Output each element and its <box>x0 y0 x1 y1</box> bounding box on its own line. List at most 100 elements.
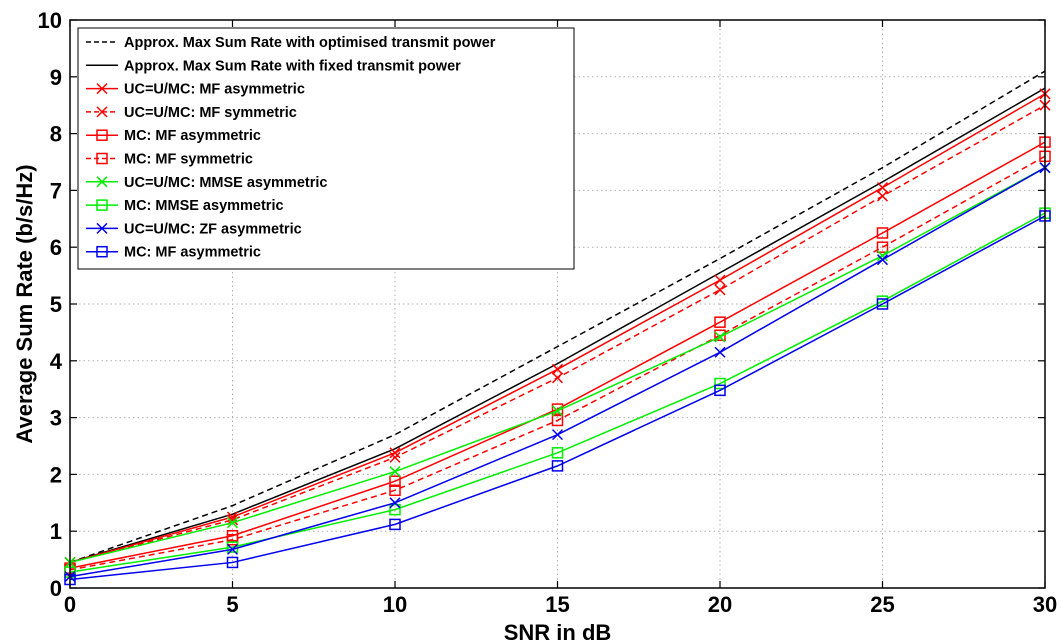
marker-stroke <box>714 284 726 296</box>
data-point <box>876 250 889 262</box>
legend-item: MC: MF asymmetric <box>86 245 261 261</box>
data-point <box>876 241 889 253</box>
data-point <box>876 227 889 239</box>
marker-stroke <box>96 222 108 234</box>
legend-marker <box>96 176 108 188</box>
legend-item: UC=U/MC: MF asymmetric <box>86 82 305 98</box>
y-tick-label: 6 <box>50 235 62 260</box>
data-point <box>714 316 726 328</box>
legend-label: Approx. Max Sum Rate with fixed transmit… <box>124 58 461 74</box>
marker-stroke <box>226 517 239 529</box>
data-point <box>876 298 889 310</box>
x-tick-label: 5 <box>226 592 238 617</box>
data-point <box>389 497 401 509</box>
x-axis-label: SNR in dB <box>504 620 612 643</box>
data-point <box>226 533 239 546</box>
legend-label: MC: MF symmetric <box>124 152 253 168</box>
series-line <box>69 87 1046 564</box>
series-1 <box>69 87 1046 564</box>
x-tick-label: 20 <box>708 592 732 617</box>
marker-stroke <box>876 190 889 202</box>
legend-label: MC: MF asymmetric <box>124 245 261 261</box>
data-point <box>389 484 401 497</box>
legend-marker <box>96 222 108 234</box>
series-line <box>69 215 1046 581</box>
data-point <box>226 517 239 529</box>
marker-stroke <box>551 405 564 417</box>
data-point <box>551 460 564 472</box>
marker-stroke <box>389 497 401 509</box>
data-point <box>714 377 726 390</box>
legend-label: UC=U/MC: ZF asymmetric <box>124 221 302 237</box>
series-0 <box>69 70 1046 564</box>
marker-stroke <box>389 451 401 463</box>
data-point <box>389 451 401 463</box>
series-line <box>69 141 1046 569</box>
data-point <box>389 518 401 531</box>
data-point <box>389 466 401 478</box>
x-tick-label: 0 <box>64 592 76 617</box>
y-tick-label: 0 <box>50 576 62 601</box>
marker-stroke <box>551 363 564 375</box>
data-point <box>226 543 239 555</box>
legend-label: MC: MMSE asymmetric <box>124 198 284 214</box>
marker-stroke <box>714 346 726 358</box>
data-point <box>551 429 564 441</box>
marker-stroke <box>389 447 401 459</box>
data-point <box>551 363 564 375</box>
legend-marker <box>96 106 108 118</box>
x-tick-label: 25 <box>870 592 894 617</box>
marker-stroke <box>876 182 889 194</box>
legend-marker <box>96 152 108 165</box>
data-point <box>876 190 889 202</box>
legend: Approx. Max Sum Rate with optimised tran… <box>77 27 575 270</box>
series-2 <box>64 88 1051 568</box>
legend-item: UC=U/MC: MMSE asymmetric <box>86 175 327 191</box>
data-point <box>389 503 401 516</box>
legend-label: UC=U/MC: MF symmetric <box>124 105 297 121</box>
legend-marker <box>96 129 108 141</box>
y-tick-label: 3 <box>50 406 62 431</box>
legend-marker <box>96 199 108 211</box>
plot-area <box>64 70 1051 586</box>
legend-item: MC: MMSE asymmetric <box>86 198 284 214</box>
marker-stroke <box>389 466 401 478</box>
data-point <box>389 475 401 487</box>
marker-stroke <box>226 543 239 555</box>
y-tick-label: 2 <box>50 462 62 487</box>
legend-item: MC: MF asymmetric <box>86 128 261 144</box>
y-axis-label: Average Sum Rate (b/s/Hz) <box>12 164 37 443</box>
data-point <box>714 384 726 397</box>
ticks: 0 5 10 15 20 25 30 0 1 2 3 4 5 6 7 8 9 10 <box>38 8 1058 617</box>
data-point <box>226 556 239 569</box>
data-point <box>551 414 564 427</box>
data-point <box>876 254 889 266</box>
data-point <box>876 182 889 194</box>
marker-stroke <box>551 372 564 384</box>
marker-stroke <box>96 83 108 95</box>
legend-box <box>77 27 575 270</box>
legend-item: UC=U/MC: MF symmetric <box>86 105 297 121</box>
legend-label: UC=U/MC: MF asymmetric <box>124 82 305 98</box>
y-tick-label: 7 <box>50 178 62 203</box>
series-9 <box>64 210 1051 586</box>
legend-marker <box>96 83 108 95</box>
marker-stroke <box>876 250 889 262</box>
legend-label: UC=U/MC: MMSE asymmetric <box>124 175 327 191</box>
data-point <box>226 541 239 553</box>
y-tick-label: 4 <box>50 349 63 374</box>
series-line <box>69 212 1046 573</box>
marker-stroke <box>96 106 108 118</box>
data-point <box>714 346 726 358</box>
marker-stroke <box>876 254 889 266</box>
series-line <box>69 155 1046 571</box>
legend-label: MC: MF asymmetric <box>124 128 261 144</box>
data-point <box>551 447 564 459</box>
data-point <box>551 372 564 384</box>
x-tick-label: 15 <box>545 592 569 617</box>
marker-stroke <box>714 274 726 286</box>
data-point <box>551 405 564 417</box>
y-tick-label: 9 <box>50 65 62 90</box>
